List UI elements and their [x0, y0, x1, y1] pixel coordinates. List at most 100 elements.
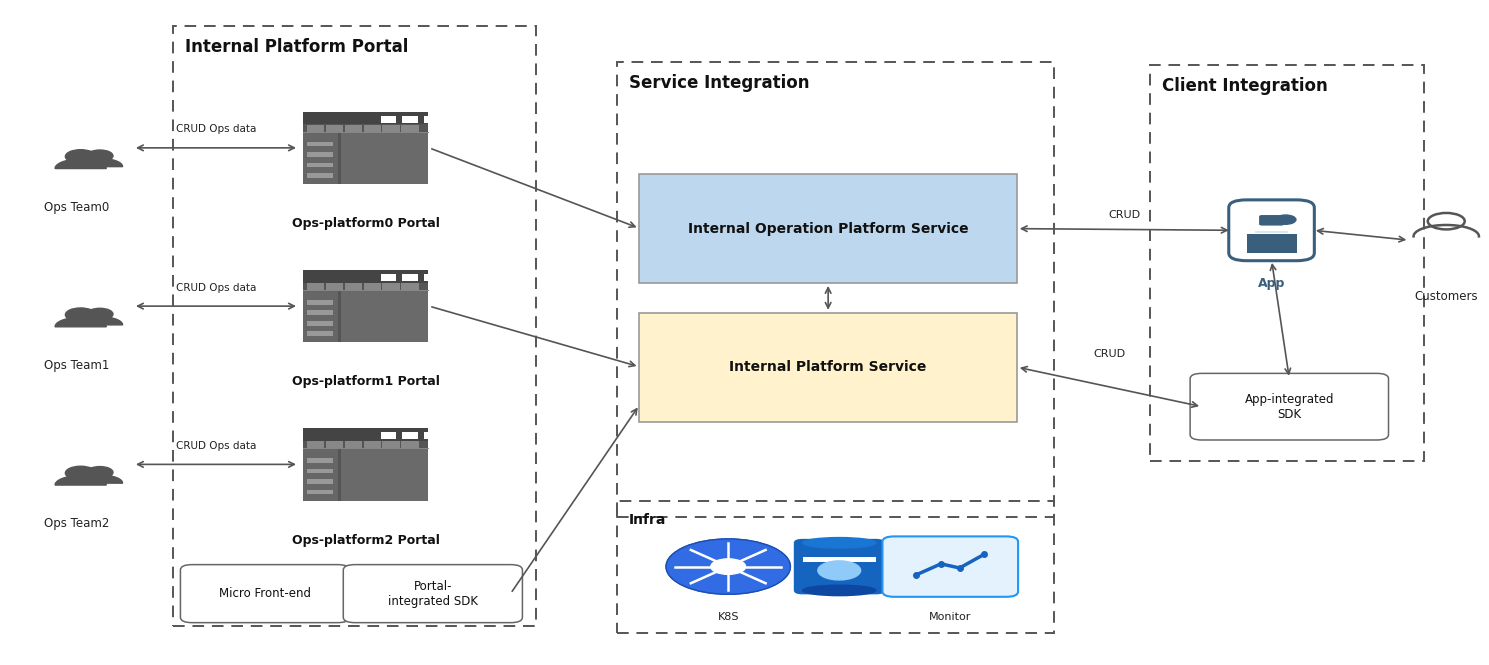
FancyBboxPatch shape: [307, 283, 325, 290]
Text: Monitor: Monitor: [929, 612, 971, 622]
FancyBboxPatch shape: [424, 116, 439, 123]
Polygon shape: [55, 159, 106, 168]
FancyBboxPatch shape: [402, 274, 418, 281]
FancyBboxPatch shape: [307, 142, 334, 146]
FancyBboxPatch shape: [307, 321, 334, 326]
FancyBboxPatch shape: [1255, 231, 1288, 233]
FancyBboxPatch shape: [341, 448, 429, 501]
FancyBboxPatch shape: [307, 173, 334, 178]
FancyBboxPatch shape: [383, 441, 399, 448]
FancyBboxPatch shape: [381, 432, 396, 439]
Text: CRUD Ops data: CRUD Ops data: [176, 124, 256, 134]
Text: Portal-
integrated SDK: Portal- integrated SDK: [387, 580, 478, 608]
FancyBboxPatch shape: [794, 539, 884, 595]
Text: CRUD Ops data: CRUD Ops data: [176, 441, 256, 451]
FancyBboxPatch shape: [402, 116, 418, 123]
Circle shape: [66, 466, 95, 480]
FancyBboxPatch shape: [402, 432, 418, 439]
Text: CRUD Ops data: CRUD Ops data: [176, 283, 256, 293]
Text: Micro Front-end: Micro Front-end: [219, 587, 311, 600]
FancyBboxPatch shape: [307, 300, 334, 305]
Circle shape: [66, 150, 95, 164]
Circle shape: [666, 539, 791, 595]
FancyBboxPatch shape: [307, 331, 334, 336]
FancyBboxPatch shape: [381, 116, 396, 123]
Circle shape: [86, 467, 113, 478]
FancyBboxPatch shape: [402, 124, 418, 132]
FancyBboxPatch shape: [1246, 234, 1297, 253]
Polygon shape: [77, 317, 122, 325]
Circle shape: [710, 559, 746, 575]
FancyBboxPatch shape: [307, 152, 334, 157]
FancyBboxPatch shape: [883, 537, 1018, 597]
FancyBboxPatch shape: [341, 290, 429, 342]
FancyBboxPatch shape: [345, 441, 362, 448]
FancyBboxPatch shape: [326, 283, 342, 290]
Text: Ops-platform2 Portal: Ops-platform2 Portal: [292, 534, 439, 547]
Polygon shape: [77, 475, 122, 483]
FancyBboxPatch shape: [341, 132, 429, 184]
FancyBboxPatch shape: [302, 112, 429, 184]
FancyBboxPatch shape: [307, 124, 325, 132]
FancyBboxPatch shape: [363, 283, 381, 290]
FancyBboxPatch shape: [1260, 215, 1284, 225]
FancyBboxPatch shape: [307, 441, 325, 448]
FancyBboxPatch shape: [1228, 200, 1315, 261]
FancyBboxPatch shape: [307, 469, 334, 473]
Text: K8S: K8S: [718, 612, 739, 622]
Circle shape: [817, 561, 861, 580]
FancyBboxPatch shape: [302, 290, 338, 342]
FancyBboxPatch shape: [363, 124, 381, 132]
FancyBboxPatch shape: [302, 112, 429, 124]
Text: Client Integration: Client Integration: [1161, 77, 1328, 95]
FancyBboxPatch shape: [363, 441, 381, 448]
Circle shape: [86, 309, 113, 320]
Polygon shape: [55, 317, 106, 327]
FancyBboxPatch shape: [302, 428, 429, 501]
FancyBboxPatch shape: [402, 441, 418, 448]
FancyBboxPatch shape: [307, 458, 334, 463]
Text: Ops Team1: Ops Team1: [45, 359, 110, 372]
FancyBboxPatch shape: [326, 441, 342, 448]
FancyBboxPatch shape: [180, 565, 350, 622]
FancyBboxPatch shape: [307, 311, 334, 315]
Text: Ops Team2: Ops Team2: [45, 517, 110, 530]
Text: Internal Platform Service: Internal Platform Service: [730, 360, 926, 374]
Text: CRUD: CRUD: [1093, 349, 1126, 359]
Text: Ops Team0: Ops Team0: [45, 201, 109, 213]
FancyBboxPatch shape: [326, 124, 342, 132]
Ellipse shape: [803, 537, 876, 548]
Text: Ops-platform1 Portal: Ops-platform1 Portal: [292, 376, 439, 388]
FancyBboxPatch shape: [307, 489, 334, 494]
FancyBboxPatch shape: [402, 283, 418, 290]
FancyBboxPatch shape: [803, 557, 876, 562]
Polygon shape: [55, 475, 106, 485]
FancyBboxPatch shape: [302, 132, 338, 184]
FancyBboxPatch shape: [307, 162, 334, 168]
FancyBboxPatch shape: [345, 283, 362, 290]
FancyBboxPatch shape: [344, 565, 523, 622]
Text: App-integrated
SDK: App-integrated SDK: [1245, 393, 1334, 421]
FancyBboxPatch shape: [383, 124, 399, 132]
Text: App: App: [1258, 277, 1285, 289]
Circle shape: [66, 308, 95, 322]
Text: Internal Platform Portal: Internal Platform Portal: [185, 38, 408, 56]
Text: CRUD: CRUD: [1108, 210, 1141, 221]
FancyBboxPatch shape: [639, 313, 1017, 422]
FancyBboxPatch shape: [302, 448, 338, 501]
FancyBboxPatch shape: [345, 124, 362, 132]
FancyBboxPatch shape: [639, 174, 1017, 283]
Circle shape: [1275, 215, 1295, 224]
Text: Ops-platform0 Portal: Ops-platform0 Portal: [292, 217, 439, 230]
FancyBboxPatch shape: [383, 283, 399, 290]
Text: Infra: Infra: [628, 513, 667, 527]
FancyBboxPatch shape: [302, 428, 429, 441]
FancyBboxPatch shape: [307, 479, 334, 484]
Text: Customers: Customers: [1415, 290, 1479, 303]
FancyBboxPatch shape: [424, 432, 439, 439]
Text: Service Integration: Service Integration: [628, 74, 810, 92]
FancyBboxPatch shape: [381, 274, 396, 281]
FancyBboxPatch shape: [302, 270, 429, 283]
FancyBboxPatch shape: [302, 270, 429, 342]
Polygon shape: [77, 158, 122, 167]
